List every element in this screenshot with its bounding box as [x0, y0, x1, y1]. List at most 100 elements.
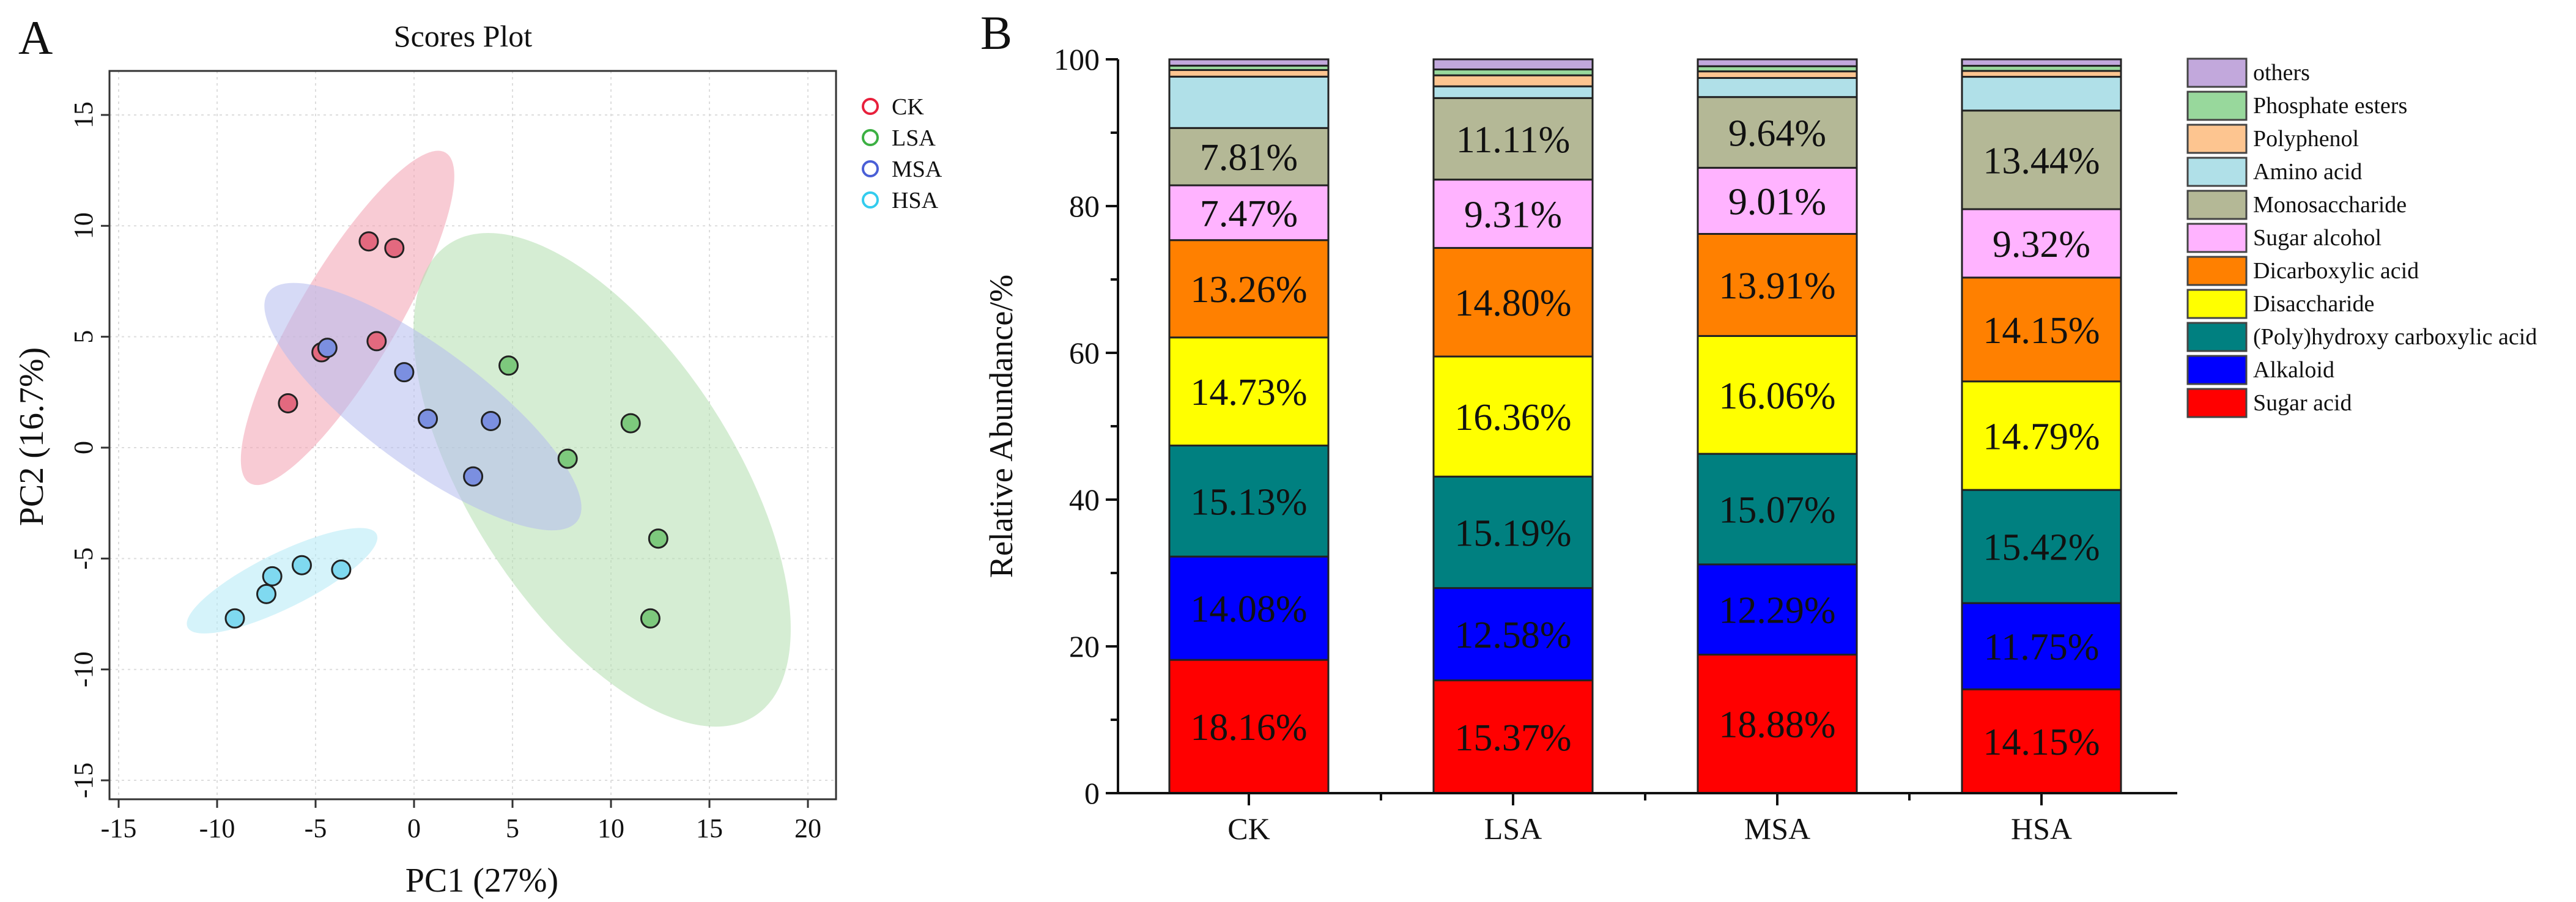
segment-value-label: 14.80% — [1454, 283, 1571, 324]
segment-value-label: 13.44% — [1983, 140, 2100, 182]
point-hsa — [224, 608, 245, 629]
legend-swatch — [2186, 289, 2248, 319]
legend-label: MSA — [892, 157, 942, 182]
legend-swatch — [2186, 190, 2248, 220]
segment-value-label: 15.42% — [1983, 527, 2100, 569]
bar-segment — [1168, 555, 1330, 661]
bar-segment — [1697, 232, 1858, 337]
segment-value-label: 15.19% — [1454, 512, 1571, 554]
bar-segment — [1168, 445, 1330, 558]
legend-label: HSA — [892, 188, 939, 213]
segment-value-label: 18.88% — [1719, 704, 1835, 746]
bar-segment — [1697, 653, 1858, 794]
segment-value-label: 15.13% — [1190, 481, 1307, 523]
bar-segment — [1697, 96, 1858, 169]
legend-label: Amino acid — [2253, 159, 2362, 185]
x-tick-label: 10 — [598, 813, 624, 843]
segment-value-label: 9.01% — [1728, 181, 1826, 223]
ellipse-hsa — [187, 528, 378, 634]
bar-segment — [1432, 74, 1594, 87]
legend-swatch — [2186, 157, 2248, 187]
x-tick-label: -5 — [305, 813, 327, 843]
panel-label-a: A — [18, 11, 53, 64]
bar-segment — [1432, 58, 1594, 71]
legend-swatch — [2186, 355, 2248, 385]
bar-segment — [1697, 70, 1858, 79]
bar-segment — [1961, 58, 2122, 67]
bar-segment — [1961, 109, 2122, 210]
point-msa — [463, 466, 484, 487]
x-tick-label: -15 — [101, 813, 137, 843]
bar-segment — [1697, 76, 1858, 98]
bar-segment — [1168, 336, 1330, 447]
bar-segment — [1697, 166, 1858, 235]
segment-value-label: 18.16% — [1190, 707, 1307, 749]
legend-label: others — [2253, 60, 2310, 86]
x-tick-label: HSA — [2011, 811, 2072, 846]
legend-marker-msa — [862, 160, 879, 177]
y-tick-label: 60 — [1069, 336, 1100, 370]
y-tick-label: 40 — [1069, 482, 1100, 517]
bar-segment — [1432, 85, 1594, 99]
point-lsa — [640, 608, 661, 629]
scores-plot-title: Scores Plot — [394, 19, 533, 53]
x-tick-label: 20 — [794, 813, 821, 843]
scores-plot-panel: A Scores Plot -15 -10 -5 0 5 10 15 20 -15 -10 -5 0 5… — [13, 11, 942, 900]
segment-value-label: 11.75% — [1984, 627, 2100, 668]
legend-swatch — [2186, 91, 2248, 121]
bar-segment — [1961, 380, 2122, 491]
point-hsa — [291, 555, 312, 575]
segment-value-label: 12.29% — [1719, 590, 1835, 632]
point-ck — [358, 231, 379, 252]
bar-segment — [1168, 659, 1330, 794]
point-hsa — [262, 566, 283, 586]
point-msa — [317, 338, 338, 358]
axis-ticks: -15 -10 -5 0 5 10 15 20 -15 -10 -5 0 5 10 15 — [68, 102, 821, 843]
x-tick-label: MSA — [1744, 811, 1810, 846]
y-tick-label: 20 — [1069, 629, 1100, 664]
point-hsa — [256, 583, 276, 604]
y-tick-label: -10 — [68, 651, 98, 687]
plot-frame — [108, 70, 837, 800]
point-ck — [366, 331, 387, 352]
segment-value-label: 9.64% — [1728, 113, 1826, 155]
x-tick-label: 0 — [407, 813, 421, 843]
y-axis-label: Relative Abundance/% — [983, 275, 1020, 578]
legend-label: Sugar acid — [2253, 390, 2352, 416]
x-tick-label: CK — [1227, 811, 1270, 846]
point-hsa — [331, 559, 352, 580]
y-tick-label: 5 — [68, 330, 98, 344]
segment-value-label: 14.15% — [1983, 722, 2100, 763]
point-lsa — [620, 413, 641, 434]
point-msa — [394, 362, 415, 383]
legend-swatch — [2186, 57, 2248, 88]
legend: CK LSA MSA HSA — [862, 94, 942, 213]
segment-value-label: 16.36% — [1454, 397, 1571, 438]
bar-segment — [1432, 355, 1594, 478]
segment-value-label: 16.06% — [1719, 375, 1835, 417]
segment-value-label: 7.47% — [1200, 193, 1298, 235]
bar-segment — [1697, 58, 1858, 67]
ellipse-msa — [264, 283, 582, 531]
bar-segment — [1961, 489, 2122, 604]
bar-segment — [1168, 69, 1330, 78]
point-lsa — [498, 355, 519, 376]
segment-value-label: 9.32% — [1993, 224, 2090, 265]
point-lsa — [557, 448, 578, 469]
x-tick-label: LSA — [1484, 811, 1542, 846]
bar-segment — [1168, 127, 1330, 187]
legend-swatch — [2186, 124, 2248, 154]
bar-segment — [1961, 602, 2122, 690]
legend-marker-ck — [862, 98, 879, 115]
legend-label: (Poly)hydroxy carboxylic acid — [2253, 324, 2537, 350]
legend-label: Dicarboxylic acid — [2253, 258, 2419, 284]
segment-value-label: 11.11% — [1456, 119, 1571, 161]
bar-segment — [1961, 688, 2122, 794]
abundance-bar-panel: B Relative Abundance/% 18.16% 14.08% 15.13… — [980, 6, 2537, 846]
bar-segment — [1697, 453, 1858, 566]
legend-swatch — [2186, 322, 2248, 352]
point-lsa — [648, 528, 668, 549]
y-tick-label: 100 — [1054, 42, 1100, 76]
y-tick-label: 0 — [68, 441, 98, 454]
